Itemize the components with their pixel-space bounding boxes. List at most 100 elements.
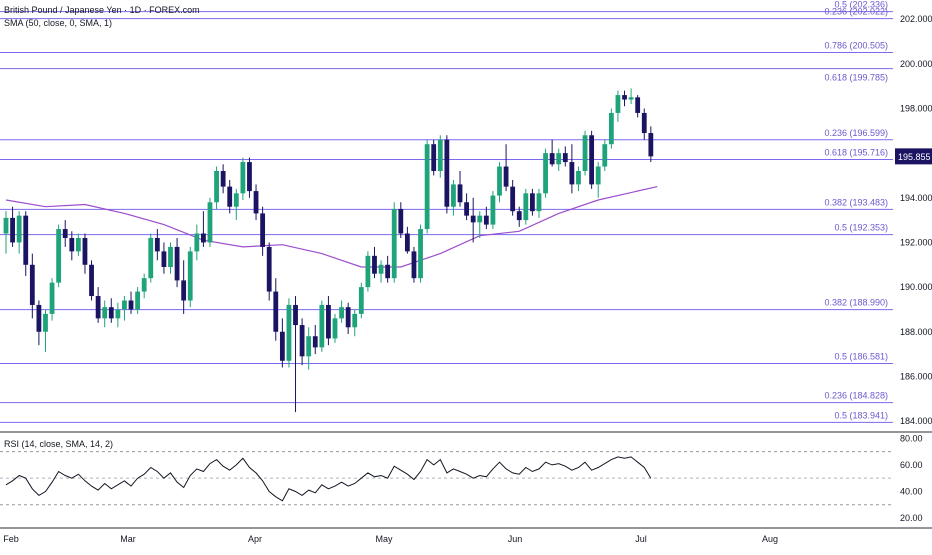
candle-down [181,280,187,301]
current-price-label: 195.855 [898,152,931,162]
candle-down [398,208,404,234]
candle-up [168,246,173,268]
rsi-tick-label: 60.00 [900,460,923,470]
candle-down [108,307,114,319]
candle-down [622,95,627,100]
price-tick-label: 192.000 [900,237,932,247]
candle-down [253,191,259,214]
candle-up [437,139,443,171]
candle-down [641,112,647,134]
candle-up [115,309,121,319]
candle-up [102,307,108,319]
candle-up [56,229,62,283]
time-tick-label: Mar [120,534,136,544]
rsi-legend: RSI (14, close, SMA, 14, 2) [4,439,114,449]
candle-down [483,215,489,225]
candle-up [352,313,358,328]
candle-up [523,193,529,221]
candle-down [154,237,160,252]
rsi-panel [0,431,932,506]
price-tick-label: 198.000 [900,103,932,113]
candle-down [36,304,42,332]
candle-down [510,186,516,212]
fib-level-label: 0.382 (193.483) [824,197,888,207]
candle-down [549,153,555,165]
fib-level-label: 0.5 (186.581) [834,351,888,361]
candle-down [227,186,233,207]
candle-up [615,95,621,113]
candle-up [49,282,55,314]
candle-down [247,162,252,192]
candle-up [3,217,9,234]
candle-down [635,97,641,113]
candle-down [89,264,94,297]
fib-level-label: 0.5 (202.336) [834,0,888,10]
candle-up [319,304,325,348]
candle-down [648,133,654,157]
fib-level-label: 0.236 (184.828) [824,391,888,401]
fibonacci-levels: 0.5 (202.336)0.236 (202.022) 0.786 (200.5… [0,0,893,423]
candle-up [576,170,581,185]
candle-down [293,304,298,326]
candle-down [589,135,595,185]
candles [3,88,654,413]
time-tick-label: May [375,534,393,544]
candle-up [233,193,239,207]
candle-up [286,304,292,361]
axes: 202.000200.000198.000196.000194.000192.0… [0,14,932,544]
candle-up [332,318,338,339]
rsi-line [5,456,652,502]
candle-up [628,97,634,100]
candle-down [569,162,575,185]
candle-up [497,166,502,196]
candle-down [503,166,509,187]
candle-down [431,144,437,171]
sma-50-line [5,186,658,268]
candle-down [530,193,535,212]
price-tick-label: 200.000 [900,59,932,69]
price-tick-label: 188.000 [900,327,932,337]
candle-down [62,229,68,238]
candle-up [122,300,127,310]
candle-down [326,304,331,339]
candle-down [161,251,167,268]
candle-up [543,153,548,194]
candle-up [16,215,22,243]
candle-down [201,233,206,243]
price-tick-label: 186.000 [900,371,932,381]
candle-up [135,291,140,310]
rsi-tick-label: 20.00 [900,513,923,523]
price-tick-label: 202.000 [900,14,932,24]
rsi-tick-label: 40.00 [900,486,923,496]
candle-up [391,208,397,279]
candle-up [75,237,81,252]
time-tick-label: Aug [762,534,778,544]
candle-down [29,264,35,305]
candle-down [516,211,522,221]
candle-up [141,278,147,292]
time-tick-label: Feb [3,534,19,544]
candle-down [260,213,266,247]
candle-up [358,287,364,314]
candle-up [187,251,193,301]
candle-down [128,300,134,310]
price-tick-label: 190.000 [900,282,932,292]
candle-up [602,144,608,167]
symbol-title: British Pound / Japanese Yen · 1D · FORE… [4,5,200,15]
current-price-tag [895,148,932,165]
time-tick-label: Jul [635,534,647,544]
candle-down [10,217,15,243]
candle-down [385,264,391,279]
candle-up [477,215,483,223]
fib-level-label: 0.5 (183.941) [834,410,888,420]
candle-up [148,237,154,279]
candle-down [345,307,351,328]
candle-up [424,144,430,230]
price-tick-label: 194.000 [900,193,932,203]
candle-up [194,233,200,252]
candle-up [240,162,246,194]
fib-level-label: 0.236 (202.022) [824,7,888,17]
fib-level-label: 0.5 (192.353) [834,223,888,233]
candle-up [306,336,312,357]
